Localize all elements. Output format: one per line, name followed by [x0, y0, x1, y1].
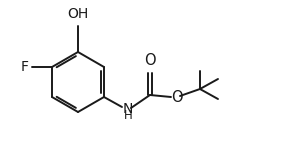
- Text: O: O: [144, 53, 156, 68]
- Text: F: F: [21, 60, 29, 74]
- Text: OH: OH: [67, 7, 89, 21]
- Text: O: O: [171, 90, 183, 104]
- Text: H: H: [124, 108, 132, 122]
- Text: N: N: [123, 102, 133, 116]
